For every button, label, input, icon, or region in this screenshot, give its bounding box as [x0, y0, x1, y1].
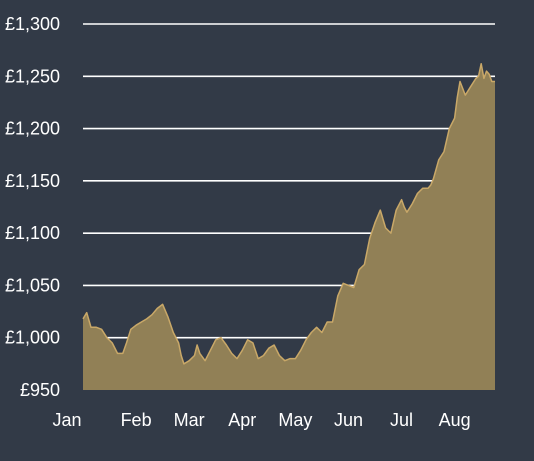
x-tick-label: Aug	[439, 410, 471, 430]
x-tick-label: Jan	[52, 410, 81, 430]
series-line	[82, 62, 495, 365]
y-tick-label: £1,150	[5, 171, 60, 191]
y-tick-label: £1,100	[5, 223, 60, 243]
x-axis-labels: Jan Feb Mar Apr May Jun Jul Aug	[52, 410, 470, 430]
x-tick-label: Mar	[174, 410, 205, 430]
x-tick-label: May	[278, 410, 312, 430]
x-tick-label: Feb	[121, 410, 152, 430]
x-tick-label: Jun	[334, 410, 363, 430]
y-tick-label: £1,050	[5, 275, 60, 295]
grid-lines	[83, 23, 495, 339]
y-tick-label: £1,250	[5, 66, 60, 86]
y-tick-label: £950	[20, 380, 60, 400]
series-area	[83, 63, 495, 390]
x-tick-label: Apr	[228, 410, 256, 430]
y-axis-labels: £950 £1,000 £1,050 £1,100 £1,150 £1,200 £1,250…	[5, 14, 60, 400]
y-tick-label: £1,300	[5, 14, 60, 34]
y-tick-label: £1,000	[5, 328, 60, 348]
y-tick-label: £1,200	[5, 119, 60, 139]
x-tick-label: Jul	[390, 410, 413, 430]
